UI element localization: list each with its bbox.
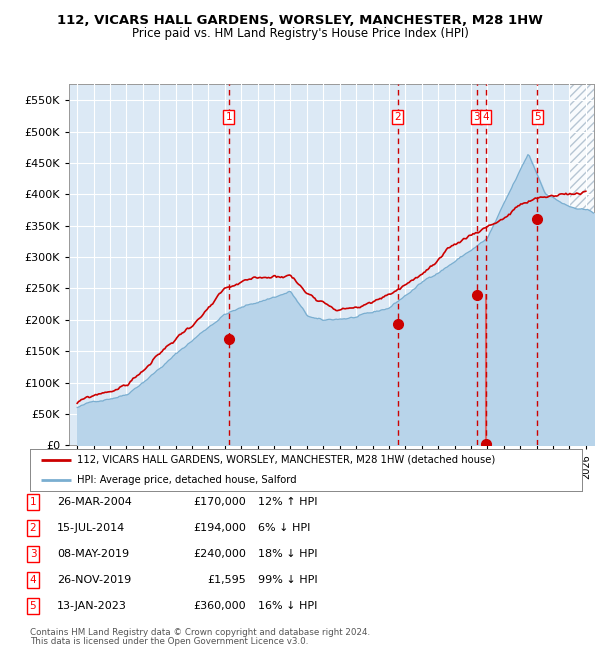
Text: 12% ↑ HPI: 12% ↑ HPI (258, 497, 317, 507)
Text: 18% ↓ HPI: 18% ↓ HPI (258, 549, 317, 559)
Text: This data is licensed under the Open Government Licence v3.0.: This data is licensed under the Open Gov… (30, 637, 308, 646)
Text: 4: 4 (482, 112, 489, 122)
Text: 4: 4 (29, 575, 37, 585)
Text: 99% ↓ HPI: 99% ↓ HPI (258, 575, 317, 585)
Text: £170,000: £170,000 (193, 497, 246, 507)
Text: 112, VICARS HALL GARDENS, WORSLEY, MANCHESTER, M28 1HW: 112, VICARS HALL GARDENS, WORSLEY, MANCH… (57, 14, 543, 27)
Text: £240,000: £240,000 (193, 549, 246, 559)
Bar (569, 84, 594, 445)
Text: 13-JAN-2023: 13-JAN-2023 (57, 601, 127, 611)
Text: 6% ↓ HPI: 6% ↓ HPI (258, 523, 310, 533)
Text: 15-JUL-2014: 15-JUL-2014 (57, 523, 125, 533)
Text: 1: 1 (226, 112, 232, 122)
Text: 08-MAY-2019: 08-MAY-2019 (57, 549, 129, 559)
Text: 2: 2 (29, 523, 37, 533)
Text: Contains HM Land Registry data © Crown copyright and database right 2024.: Contains HM Land Registry data © Crown c… (30, 628, 370, 637)
Text: 2: 2 (394, 112, 401, 122)
Text: 26-NOV-2019: 26-NOV-2019 (57, 575, 131, 585)
Text: 5: 5 (29, 601, 37, 611)
Text: 3: 3 (473, 112, 480, 122)
Text: Price paid vs. HM Land Registry's House Price Index (HPI): Price paid vs. HM Land Registry's House … (131, 27, 469, 40)
Text: £360,000: £360,000 (193, 601, 246, 611)
Text: £1,595: £1,595 (207, 575, 246, 585)
Text: 3: 3 (29, 549, 37, 559)
Text: 112, VICARS HALL GARDENS, WORSLEY, MANCHESTER, M28 1HW (detached house): 112, VICARS HALL GARDENS, WORSLEY, MANCH… (77, 455, 495, 465)
Text: HPI: Average price, detached house, Salford: HPI: Average price, detached house, Salf… (77, 475, 296, 485)
Text: 1: 1 (29, 497, 37, 507)
Text: 16% ↓ HPI: 16% ↓ HPI (258, 601, 317, 611)
Text: £194,000: £194,000 (193, 523, 246, 533)
Text: 26-MAR-2004: 26-MAR-2004 (57, 497, 132, 507)
Text: 5: 5 (534, 112, 541, 122)
